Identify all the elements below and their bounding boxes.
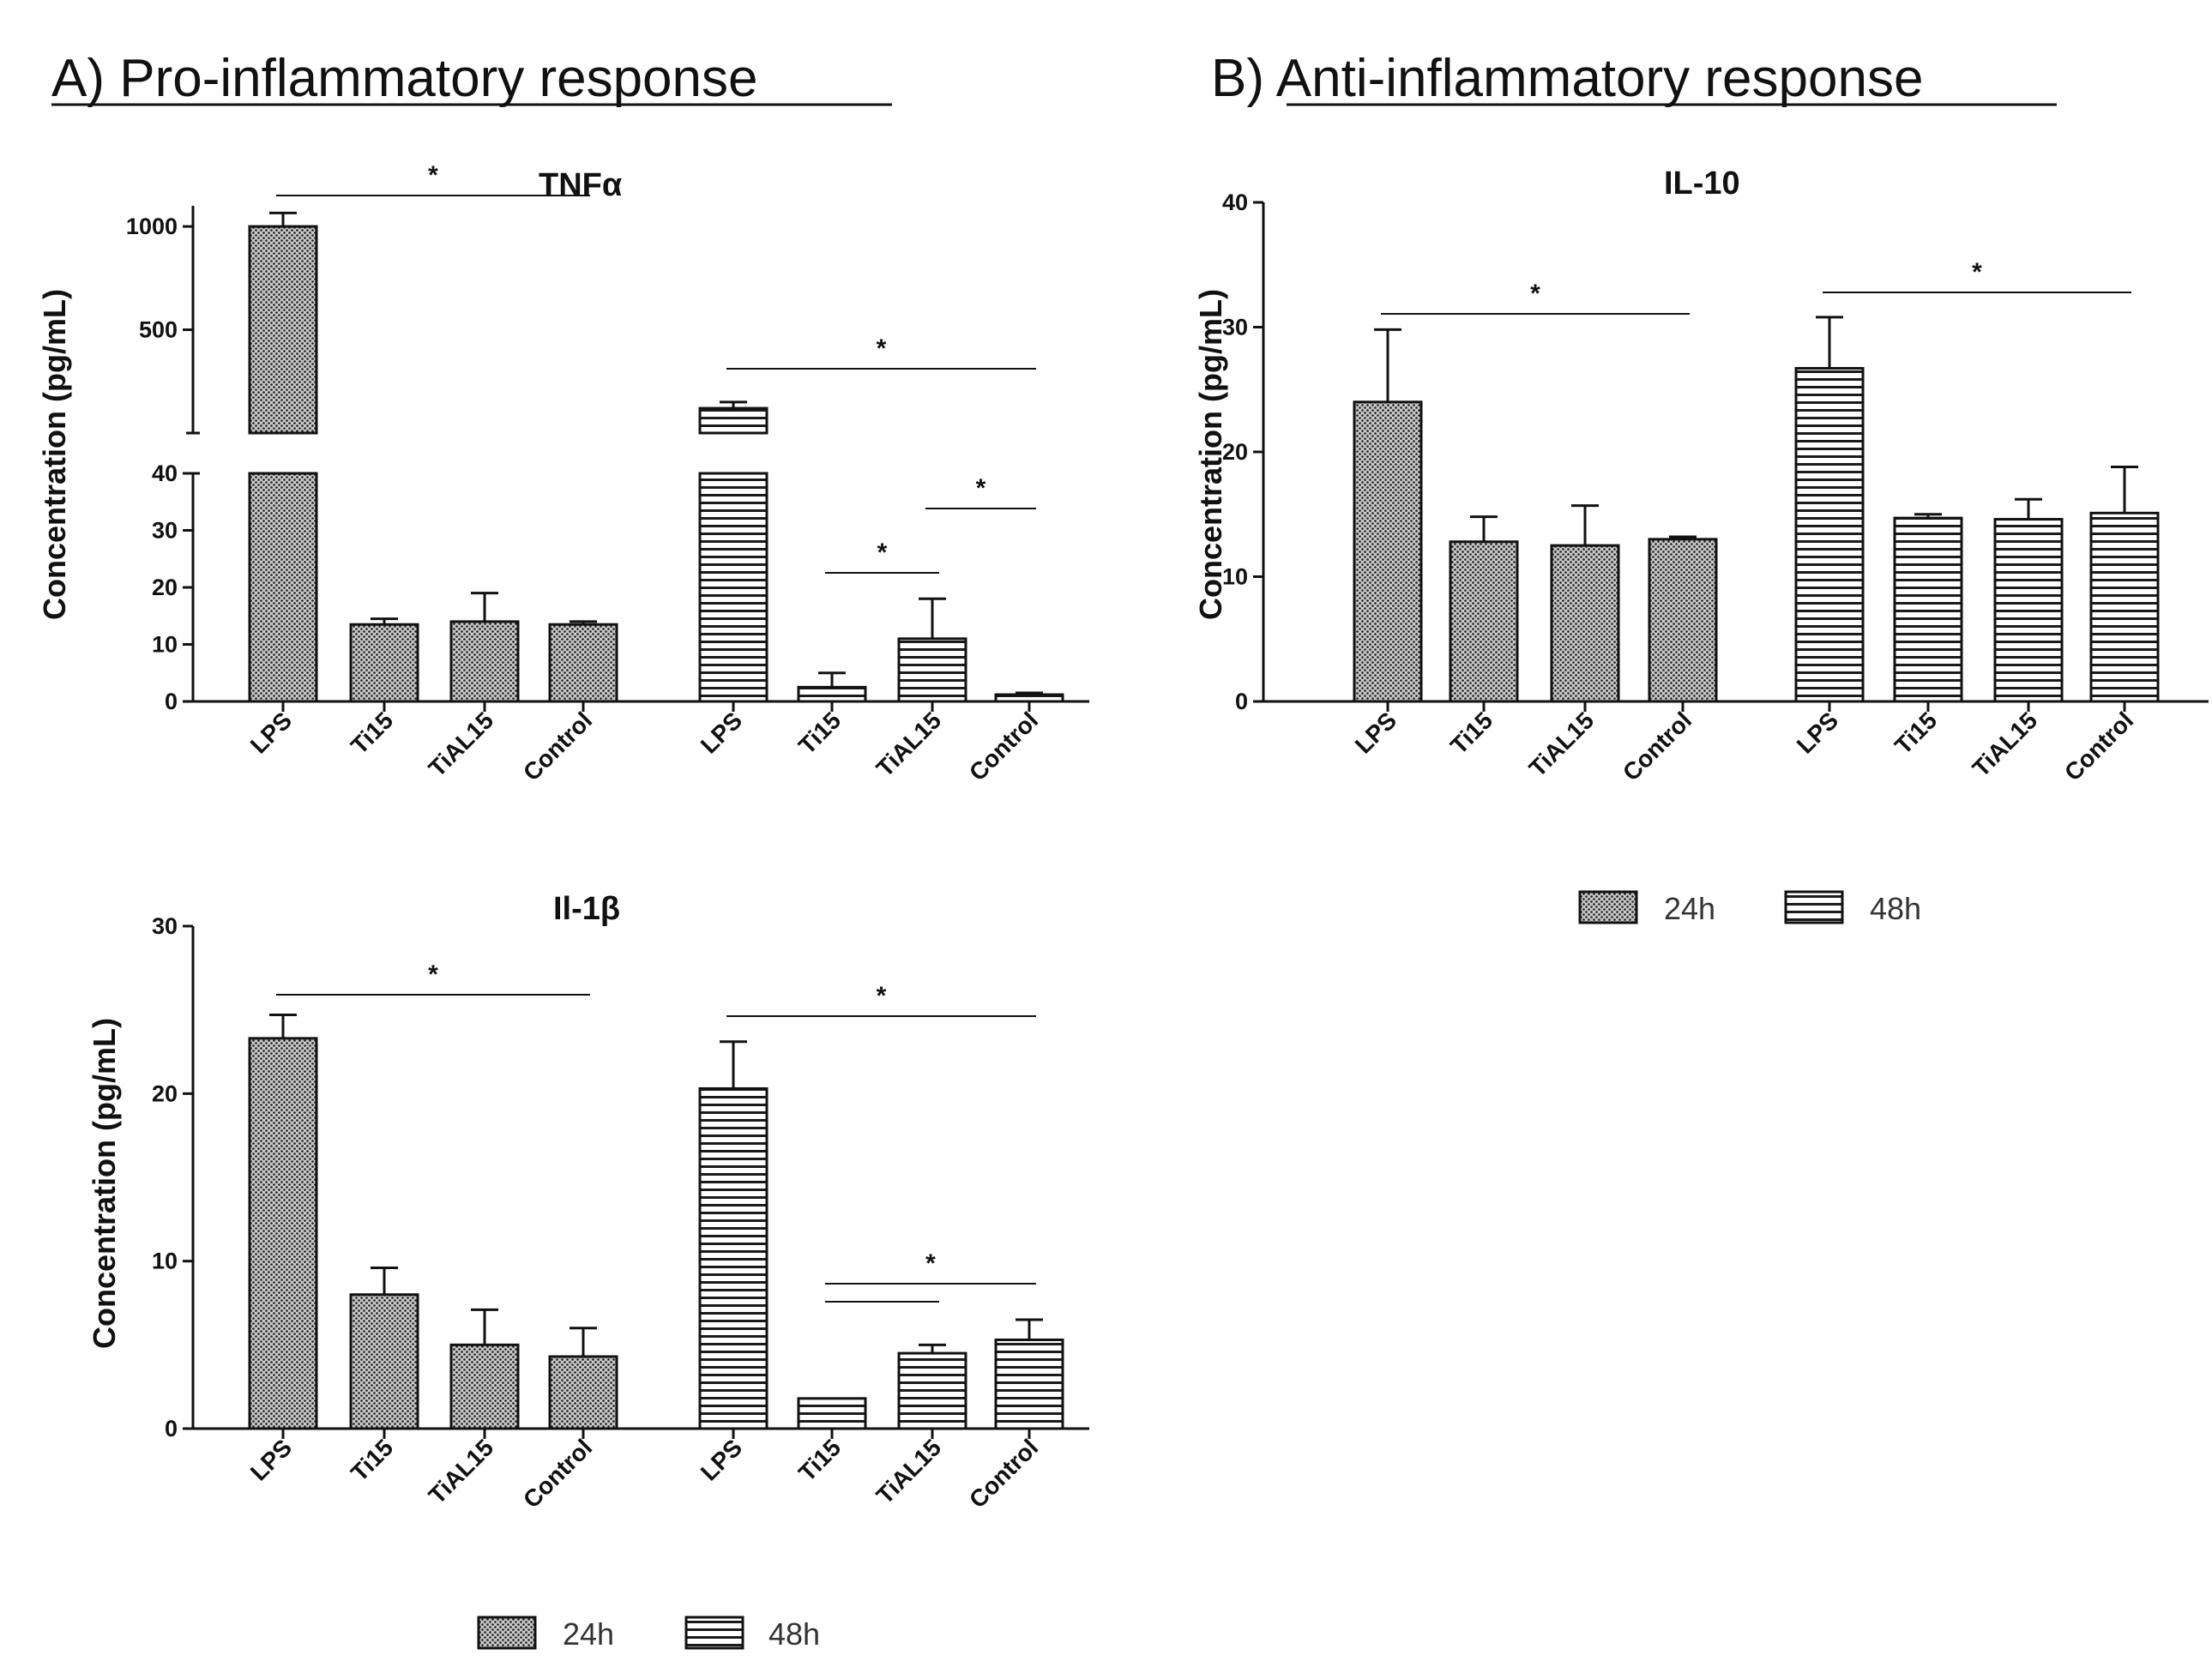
tnfa-bar-48h-control: [994, 693, 1064, 703]
legend-a-label-24h: 24h: [563, 1616, 614, 1652]
tnfa-y-tick-label-2: 20: [152, 575, 178, 600]
tnfa-bar-48h-tial15: [897, 637, 967, 703]
il1b-sig-star-0: *: [428, 960, 438, 989]
tnfa-bar-48h-ti15: [797, 685, 867, 703]
y-axis-label-tnfa: Concentration (pg/mL): [37, 289, 72, 620]
il1b-bar-24h-lps: [248, 1037, 318, 1430]
tnfa-x-label-48h-tial15: TiAL15: [871, 707, 947, 782]
il10-x-label-48h-ti15: Ti15: [1890, 707, 1942, 759]
tnfa-y-tick-label-3: 30: [152, 518, 178, 544]
il1b-x-label-24h-ti15: Ti15: [346, 1434, 398, 1486]
il10-y-tick-label-3: 30: [1222, 315, 1248, 340]
legend-a: 24h 48h: [477, 1616, 820, 1652]
il1b-bar-24h-ti15: [349, 1293, 419, 1430]
il10-x-label-24h-control: Control: [1618, 707, 1697, 785]
tnfa-x-label-48h-lps: LPS: [696, 707, 747, 758]
tnfa-bar-48h-lps-lower: [698, 472, 768, 703]
il10-x-label-24h-lps: LPS: [1350, 707, 1401, 758]
il10-x-label-48h-lps: LPS: [1792, 707, 1843, 758]
il10-y-tick-label-1: 10: [1222, 564, 1248, 590]
tnfa-sig-star-3: *: [976, 474, 986, 503]
il1b-bar-48h-control: [994, 1338, 1064, 1430]
il10-bar-48h-tial15: [1993, 518, 2064, 703]
il10-bar-48h-ti15: [1893, 516, 1963, 703]
il1b-x-label-24h-lps: LPS: [245, 1434, 297, 1485]
tnfa-x-label-24h-lps: LPS: [245, 707, 297, 758]
il10-bar-48h-control: [2089, 511, 2160, 703]
legend-b-label-48h: 48h: [1870, 891, 1921, 926]
chart-title-il10: IL-10: [1664, 165, 1740, 202]
legend-b: 24h 48h: [1578, 890, 1921, 926]
tnfa-x-label-48h-ti15: Ti15: [793, 707, 846, 759]
tnfa-y-tick-label-4: 40: [152, 460, 178, 486]
il10-x-label-48h-tial15: TiAL15: [1968, 707, 2043, 782]
il1b-x-label-48h-ti15: Ti15: [793, 1434, 846, 1486]
il10-sig-star-0: *: [1530, 280, 1540, 308]
tnfa-y-tick-label-6: 1000: [126, 214, 178, 239]
chart-title-tnfa: TNFα: [539, 167, 622, 203]
legend-a-swatch-48h: [684, 1616, 744, 1650]
tnfa-x-label-24h-ti15: Ti15: [346, 707, 398, 759]
tnfa-y-tick-label-1: 10: [152, 632, 178, 658]
il1b-y-tick-label-3: 30: [152, 913, 178, 939]
il10-y-tick-label-4: 40: [1222, 190, 1248, 215]
il1b-sig-star-2: *: [925, 1249, 936, 1278]
tnfa-bar-24h-lps-lower: [248, 472, 318, 703]
il1b-y-tick-label-1: 10: [152, 1249, 178, 1274]
il1b-x-label-48h-control: Control: [964, 1434, 1043, 1513]
il10-x-label-24h-tial15: TiAL15: [1524, 707, 1600, 782]
legend-b-swatch-48h: [1784, 890, 1844, 924]
il1b-x-label-24h-tial15: TiAL15: [424, 1434, 499, 1509]
il1b-x-label-48h-tial15: TiAL15: [871, 1434, 947, 1509]
il1b-sig-star-1: *: [877, 982, 887, 1010]
legend-b-label-24h: 24h: [1664, 891, 1715, 926]
tnfa-bar-24h-ti15: [349, 623, 419, 703]
il1b-bar-48h-tial15: [897, 1351, 967, 1430]
tnfa-sig-star-1: *: [877, 334, 887, 363]
il10-bar-48h-lps: [1794, 367, 1865, 703]
il10-x-label-24h-ti15: Ti15: [1445, 707, 1498, 759]
il1b-y-tick-label-2: 20: [152, 1080, 178, 1106]
tnfa-y-tick-label-0: 0: [165, 689, 178, 714]
il10-y-tick-label-2: 20: [1222, 439, 1248, 465]
tnfa-sig-star-0: *: [428, 161, 438, 190]
tnfa-bar-48h-lps-upper: [698, 406, 768, 435]
y-axis-label-il10: Concentration (pg/mL): [1193, 289, 1228, 620]
il10-bar-24h-tial15: [1550, 544, 1620, 703]
y-axis-label-il1b: Concentration (pg/mL): [87, 1018, 122, 1349]
legend-a-swatch-24h: [477, 1616, 537, 1650]
il10-bar-24h-ti15: [1449, 540, 1519, 703]
section-b-title: B) Anti-inflammatory response: [1211, 49, 1923, 108]
section-a-title: A) Pro-inflammatory response: [51, 49, 758, 108]
tnfa-x-label-48h-control: Control: [964, 707, 1043, 785]
tnfa-bar-24h-lps-upper: [248, 225, 318, 435]
tnfa-x-label-24h-control: Control: [518, 707, 597, 785]
tnfa-y-tick-label-5: 500: [139, 317, 178, 343]
il1b-bar-24h-control: [548, 1355, 618, 1430]
chart-title-il1b: Il-1β: [553, 891, 620, 927]
il10-sig-star-1: *: [1972, 258, 1982, 286]
il1b-x-label-24h-control: Control: [518, 1434, 597, 1513]
il1b-bar-48h-lps: [698, 1086, 768, 1430]
il10-bar-24h-lps: [1353, 400, 1423, 703]
il1b-bar-48h-ti15: [797, 1397, 867, 1430]
tnfa-bar-24h-tial15: [449, 620, 520, 703]
tnfa-bar-24h-control: [548, 623, 618, 703]
il10-x-label-48h-control: Control: [2059, 707, 2138, 785]
legend-a-label-48h: 48h: [768, 1616, 820, 1652]
legend-b-swatch-24h: [1578, 890, 1638, 924]
il10-y-tick-label-0: 0: [1235, 689, 1248, 714]
il1b-y-tick-label-0: 0: [165, 1416, 178, 1441]
il1b-x-label-48h-lps: LPS: [696, 1434, 747, 1485]
tnfa-x-label-24h-tial15: TiAL15: [424, 707, 499, 782]
tnfa-sig-star-2: *: [877, 539, 888, 567]
il1b-bar-24h-tial15: [449, 1343, 520, 1430]
il10-bar-24h-control: [1648, 538, 1718, 703]
